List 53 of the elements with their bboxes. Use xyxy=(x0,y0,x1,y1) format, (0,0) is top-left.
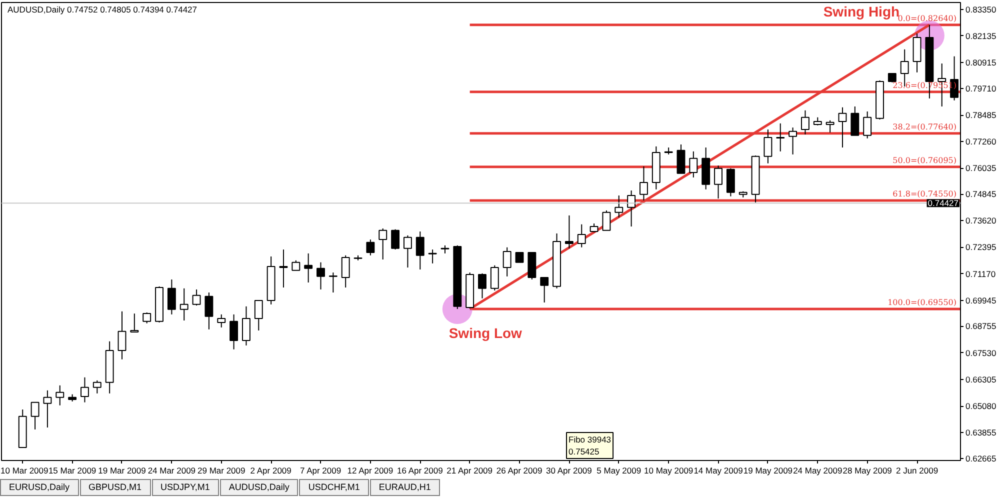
y-tick-label: 0.72395 xyxy=(966,242,996,252)
text: GBPUSD,M1 xyxy=(80,479,151,496)
x-tick-label: 5 May 2009 xyxy=(596,466,642,476)
x-tick-label: 21 Apr 2009 xyxy=(446,466,493,476)
x-tick-label: 10 Mar 2009 xyxy=(0,466,48,476)
x-tick-label: 2 Apr 2009 xyxy=(250,466,292,476)
y-tick-label: 0.67530 xyxy=(966,348,996,358)
y-tick-label: 0.63855 xyxy=(966,428,996,438)
y-tick-label: 0.65080 xyxy=(966,401,996,412)
annotation: Swing High xyxy=(823,3,900,20)
x-tick-label: 26 Apr 2009 xyxy=(496,466,542,476)
x-tick-label: 29 Mar 2009 xyxy=(198,466,246,476)
x-tick-label: 10 May 2009 xyxy=(644,466,694,476)
text: EURUSD,Daily xyxy=(0,479,79,496)
annotation: Swing Low xyxy=(448,324,522,341)
x-tick-label: 24 Mar 2009 xyxy=(148,466,196,476)
x-tick-label: 28 May 2009 xyxy=(842,466,892,476)
text: EURAUD,H1 xyxy=(370,479,440,496)
chart-title: AUDUSD,Daily 0.74752 0.74805 0.74394 0.74427 xyxy=(8,4,198,14)
x-tick-label: 14 May 2009 xyxy=(694,466,744,476)
annotation: Fibo 39943 0.75425 xyxy=(568,434,612,456)
x-tick-label: 2 Jun 2009 xyxy=(896,466,938,476)
y-tick-label: 0.66305 xyxy=(966,374,996,384)
ref-line-label: 38.2=(0.77640) xyxy=(892,122,957,132)
ref-line-label: 50.0=(0.76095) xyxy=(892,156,957,165)
x-tick-label: 16 Apr 2009 xyxy=(396,466,444,476)
ref-line-label: 100.0=(0.69550) xyxy=(888,298,957,307)
text: AUDUSD,Daily xyxy=(220,479,298,496)
y-tick-label: 0.82135 xyxy=(966,30,996,41)
x-tick-label: 15 Mar 2009 xyxy=(48,466,96,476)
x-tick-label: 19 May 2009 xyxy=(743,466,793,476)
y-tick-label: 0.71170 xyxy=(966,268,996,279)
y-tick-label: 0.73620 xyxy=(966,216,996,226)
x-tick-label: 30 Apr 2009 xyxy=(546,466,592,476)
ref-line-label: 0.0=(0.82640) xyxy=(898,14,956,23)
x-tick-label: 24 May 2009 xyxy=(793,466,842,476)
y-tick-label: 0.83350 xyxy=(966,4,996,14)
text: USDJPY,M1 xyxy=(152,479,219,496)
text: USDCHF,M1 xyxy=(299,479,369,496)
y-tick-label: 0.76035 xyxy=(966,163,996,174)
y-tick-label: 0.69945 xyxy=(966,295,996,306)
x-tick-label: 12 Apr 2009 xyxy=(347,466,394,476)
ref-line-label: 61.8=(0.74550) xyxy=(892,189,957,198)
y-tick-label: 0.80915 xyxy=(966,57,996,68)
y-tick-label: 0.74845 xyxy=(966,189,996,200)
x-tick-label: 19 Mar 2009 xyxy=(98,466,146,476)
y-tick-label: 0.79710 xyxy=(966,83,996,94)
y-tick-label: 0.62665 xyxy=(966,453,996,464)
y-tick-label: 0.68755 xyxy=(966,321,996,332)
x-tick-label: 7 Apr 2009 xyxy=(300,466,342,476)
y-tick-label: 0.77260 xyxy=(966,136,996,147)
ref-line-label: 0.74427 xyxy=(928,198,959,208)
y-tick-label: 0.78485 xyxy=(966,110,996,120)
